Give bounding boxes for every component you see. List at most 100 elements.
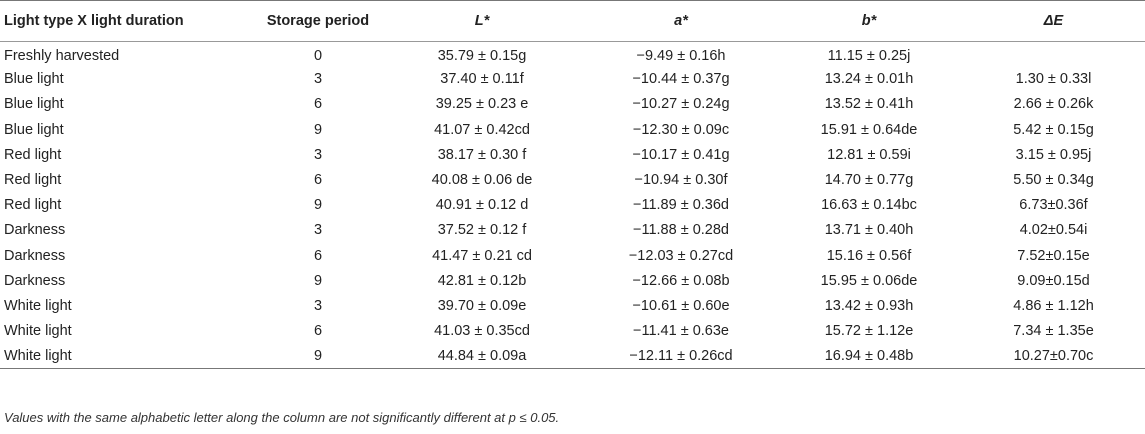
- cell-delta-e: 4.02±0.54i: [1019, 222, 1088, 239]
- cell-l-star: 37.40 ± 0.11f: [440, 71, 524, 88]
- cell-delta-e: 1.30 ± 0.33l: [1015, 71, 1092, 88]
- cell-storage-period: 9: [313, 197, 323, 214]
- cell-b-star: 11.15 ± 0.25j: [827, 48, 911, 65]
- cell-storage-period: 0: [313, 48, 323, 65]
- cell-light-type: White light: [4, 323, 72, 340]
- header-delta-e: ΔE: [962, 0, 1145, 42]
- cell-a-star: −10.94 ± 0.30f: [634, 172, 728, 189]
- cell-storage-period: 9: [313, 272, 323, 289]
- cell-storage-period: 3: [313, 71, 323, 88]
- cell-delta-e: [962, 42, 1145, 67]
- cell-light-type: Blue light: [4, 71, 64, 88]
- cell-l-star: 39.70 ± 0.09e: [437, 297, 527, 314]
- cell-light-type: Red light: [4, 146, 62, 163]
- cell-l-star: 39.25 ± 0.23 e: [435, 96, 529, 113]
- cell-b-star: 12.81 ± 0.59i: [827, 146, 911, 163]
- cell-light-type: Blue light: [4, 96, 64, 113]
- cell-b-star: 13.24 ± 0.01h: [824, 71, 914, 88]
- cell-a-star: −10.61 ± 0.60e: [632, 297, 730, 314]
- table-row: Blue light 9 41.07 ± 0.42cd −12.30 ± 0.09c 1…: [0, 117, 1145, 142]
- table-body: Freshly harvested 0 35.79 ± 0.15g −9.49 ± 0…: [0, 42, 1145, 370]
- cell-b-star: 13.71 ± 0.40h: [824, 222, 914, 239]
- cell-delta-e: 5.42 ± 0.15g: [1013, 121, 1094, 138]
- cell-storage-period: 6: [313, 96, 323, 113]
- table-row: Blue light 6 39.25 ± 0.23 e −10.27 ± 0.24g 1…: [0, 92, 1145, 117]
- table-row: Freshly harvested 0 35.79 ± 0.15g −9.49 ± 0…: [0, 42, 1145, 67]
- cell-light-type: Darkness: [4, 222, 66, 239]
- cell-a-star: −12.66 ± 0.08b: [632, 272, 730, 289]
- header-l-star: L*: [378, 0, 586, 42]
- table-row: White light 6 41.03 ± 0.35cd −11.41 ± 0.63e…: [0, 319, 1145, 344]
- table-row: Red light 3 38.17 ± 0.30 f −10.17 ± 0.41g 12…: [0, 142, 1145, 167]
- table-row: Darkness 3 37.52 ± 0.12 f −11.88 ± 0.28d 13.…: [0, 218, 1145, 243]
- header-storage-period: Storage period: [258, 0, 378, 42]
- cell-light-type: Blue light: [4, 121, 64, 138]
- cell-delta-e: 6.73±0.36f: [1019, 197, 1088, 214]
- cell-l-star: 41.03 ± 0.35cd: [434, 323, 530, 340]
- header-b-star: b*: [776, 0, 962, 42]
- cell-delta-e: 9.09±0.15d: [1017, 272, 1090, 289]
- cell-l-star: 41.07 ± 0.42cd: [434, 121, 530, 138]
- table-row: Red light 9 40.91 ± 0.12 d −11.89 ± 0.36d 16…: [0, 193, 1145, 218]
- cell-b-star: 13.42 ± 0.93h: [824, 297, 914, 314]
- cell-storage-period: 3: [313, 297, 323, 314]
- cell-storage-period: 6: [313, 247, 323, 264]
- cell-l-star: 40.91 ± 0.12 d: [435, 197, 529, 214]
- table-row: Darkness 6 41.47 ± 0.21 cd −12.03 ± 0.27cd 1…: [0, 243, 1145, 268]
- header-row: Light type X light duration Storage peri…: [0, 0, 1145, 42]
- cell-l-star: 41.47 ± 0.21 cd: [432, 247, 532, 264]
- cell-delta-e: 7.34 ± 1.35e: [1013, 323, 1094, 340]
- cell-b-star: 16.63 ± 0.14bc: [821, 197, 917, 214]
- cell-a-star: −11.89 ± 0.36d: [633, 197, 729, 214]
- cell-b-star: 15.91 ± 0.64de: [820, 121, 918, 138]
- cell-storage-period: 9: [313, 121, 323, 138]
- cell-delta-e: 3.15 ± 0.95j: [1015, 146, 1092, 163]
- cell-delta-e: 10.27±0.70c: [962, 343, 1145, 370]
- table-row: Darkness 9 42.81 ± 0.12b −12.66 ± 0.08b 15.9…: [0, 268, 1145, 293]
- cell-b-star: 16.94 ± 0.48b: [776, 343, 962, 370]
- table-header: Light type X light duration Storage peri…: [0, 0, 1145, 42]
- cell-a-star: −10.17 ± 0.41g: [632, 146, 730, 163]
- cell-light-type: Darkness: [4, 247, 66, 264]
- cell-b-star: 15.72 ± 1.12e: [824, 323, 914, 340]
- cell-storage-period: 6: [313, 323, 323, 340]
- table-footnote: Values with the same alphabetic letter a…: [4, 410, 560, 425]
- cell-light-type: White light: [4, 297, 72, 314]
- cell-delta-e: 5.50 ± 0.34g: [1013, 172, 1094, 189]
- table-row: Blue light 3 37.40 ± 0.11f −10.44 ± 0.37g 13…: [0, 67, 1145, 92]
- cell-l-star: 35.79 ± 0.15g: [437, 48, 527, 65]
- cell-a-star: −11.41 ± 0.63e: [633, 323, 729, 340]
- cell-a-star: −12.30 ± 0.09c: [632, 121, 730, 138]
- cell-storage-period: 9: [258, 343, 378, 370]
- cell-storage-period: 3: [313, 146, 323, 163]
- cell-delta-e: 4.86 ± 1.12h: [1013, 297, 1094, 314]
- cell-a-star: −10.44 ± 0.37g: [632, 71, 730, 88]
- cell-light-type: Red light: [4, 172, 62, 189]
- cell-l-star: 40.08 ± 0.06 de: [431, 172, 533, 189]
- cell-storage-period: 6: [313, 172, 323, 189]
- cell-l-star: 38.17 ± 0.30 f: [437, 146, 527, 163]
- cell-delta-e: 2.66 ± 0.26k: [1013, 96, 1094, 113]
- cell-storage-period: 3: [313, 222, 323, 239]
- cell-b-star: 15.95 ± 0.06de: [820, 272, 918, 289]
- cell-light-type: Darkness: [4, 272, 66, 289]
- table-row: White light 9 44.84 ± 0.09a −12.11 ± 0.26cd…: [0, 343, 1145, 370]
- table-row: White light 3 39.70 ± 0.09e −10.61 ± 0.60e 1…: [0, 293, 1145, 318]
- cell-light-type: Freshly harvested: [4, 48, 120, 65]
- cell-light-type: White light: [0, 343, 258, 370]
- cell-b-star: 14.70 ± 0.77g: [824, 172, 914, 189]
- cell-l-star: 44.84 ± 0.09a: [378, 343, 586, 370]
- header-a-star: a*: [586, 0, 776, 42]
- cell-a-star: −11.88 ± 0.28d: [633, 222, 729, 239]
- cell-a-star: −10.27 ± 0.24g: [632, 96, 730, 113]
- header-light-type: Light type X light duration: [0, 0, 258, 42]
- cell-b-star: 13.52 ± 0.41h: [824, 96, 914, 113]
- cell-delta-e: 7.52±0.15e: [1017, 247, 1090, 264]
- color-parameters-table: Light type X light duration Storage peri…: [0, 0, 1145, 370]
- cell-light-type: Red light: [4, 197, 62, 214]
- cell-l-star: 42.81 ± 0.12b: [437, 272, 527, 289]
- cell-a-star: −12.11 ± 0.26cd: [586, 343, 776, 370]
- cell-b-star: 15.16 ± 0.56f: [826, 247, 912, 264]
- cell-a-star: −12.03 ± 0.27cd: [628, 247, 734, 264]
